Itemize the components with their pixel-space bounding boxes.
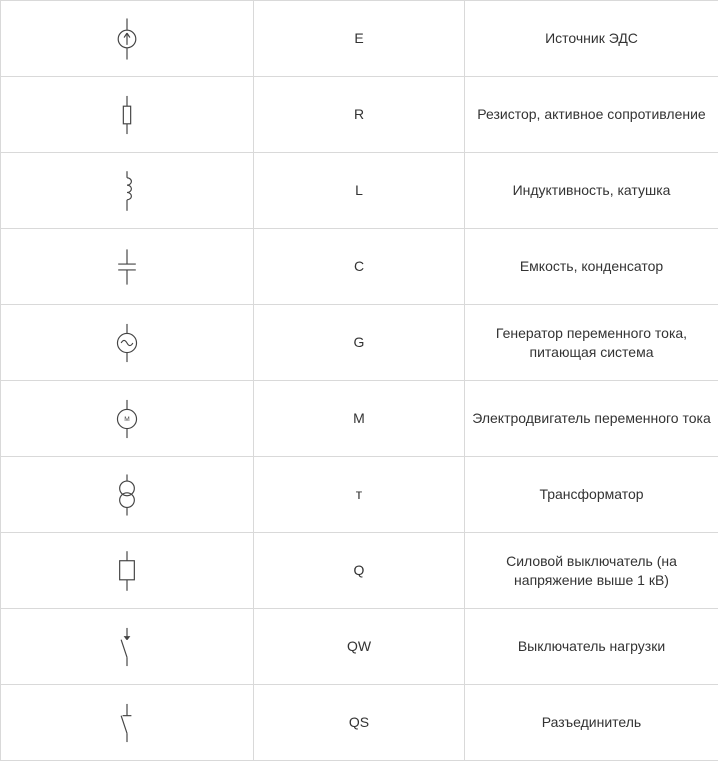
table-row: R Резистор, активное сопротивление [1, 77, 718, 153]
table-body: E Источник ЭДС R Резистор, активное сопр… [1, 1, 718, 761]
letter-cell: QW [254, 609, 465, 685]
letter-cell: т [254, 457, 465, 533]
description-cell: Выключатель нагрузки [465, 609, 718, 685]
capacitor-icon [105, 245, 149, 289]
letter-text: т [356, 486, 362, 502]
symbol-cell [1, 685, 254, 761]
letter-cell: C [254, 229, 465, 305]
electrical-symbols-table: E Источник ЭДС R Резистор, активное сопр… [0, 0, 718, 761]
letter-text: E [354, 30, 363, 46]
symbol-cell [1, 305, 254, 381]
table-row: E Источник ЭДС [1, 1, 718, 77]
letter-text: QW [347, 638, 371, 654]
load-switch-icon [105, 623, 149, 671]
symbol-cell [1, 77, 254, 153]
description-text: Емкость, конденсатор [520, 258, 663, 274]
letter-text: C [354, 258, 364, 274]
inductor-icon [105, 167, 149, 215]
symbol-cell [1, 153, 254, 229]
table-row: G Генератор переменного тока, питающая с… [1, 305, 718, 381]
symbol-cell: M [1, 381, 254, 457]
description-cell: Силовой выключатель (на напряжение выше … [465, 533, 718, 609]
description-text: Силовой выключатель (на напряжение выше … [506, 553, 677, 587]
table-row: C Емкость, конденсатор [1, 229, 718, 305]
svg-text:M: M [124, 416, 130, 423]
table-row: QS Разъединитель [1, 685, 718, 761]
description-cell: Емкость, конденсатор [465, 229, 718, 305]
circuit-breaker-icon [105, 547, 149, 595]
description-cell: Генератор переменного тока, питающая сис… [465, 305, 718, 381]
description-text: Источник ЭДС [545, 30, 638, 46]
letter-text: R [354, 106, 364, 122]
letter-cell: E [254, 1, 465, 77]
letter-cell: G [254, 305, 465, 381]
letter-cell: Q [254, 533, 465, 609]
description-cell: Электродвигатель переменного тока [465, 381, 718, 457]
ac-generator-icon [105, 321, 149, 365]
letter-cell: M [254, 381, 465, 457]
description-cell: Разъединитель [465, 685, 718, 761]
letter-text: Q [354, 562, 365, 578]
letter-cell: R [254, 77, 465, 153]
resistor-icon [105, 93, 149, 137]
symbol-cell [1, 533, 254, 609]
table-row: M M Электродвигатель переменного тока [1, 381, 718, 457]
description-cell: Индуктивность, катушка [465, 153, 718, 229]
letter-text: G [354, 334, 365, 350]
symbol-cell [1, 1, 254, 77]
table-row: Q Силовой выключатель (на напряжение выш… [1, 533, 718, 609]
description-cell: Трансформатор [465, 457, 718, 533]
table-row: QW Выключатель нагрузки [1, 609, 718, 685]
emf-source-icon [105, 17, 149, 61]
description-text: Резистор, активное сопротивление [477, 106, 705, 122]
letter-cell: QS [254, 685, 465, 761]
symbol-cell [1, 457, 254, 533]
transformer-icon [105, 469, 149, 521]
description-cell: Резистор, активное сопротивление [465, 77, 718, 153]
letter-cell: L [254, 153, 465, 229]
description-text: Генератор переменного тока, питающая сис… [496, 325, 687, 359]
letter-text: L [355, 182, 363, 198]
disconnector-icon [105, 699, 149, 747]
ac-motor-icon: M [105, 397, 149, 441]
table-row: L Индуктивность, катушка [1, 153, 718, 229]
description-cell: Источник ЭДС [465, 1, 718, 77]
description-text: Трансформатор [539, 486, 643, 502]
symbol-cell [1, 229, 254, 305]
description-text: Разъединитель [542, 714, 641, 730]
symbol-cell [1, 609, 254, 685]
letter-text: QS [349, 714, 369, 730]
description-text: Индуктивность, катушка [513, 182, 671, 198]
description-text: Электродвигатель переменного тока [472, 410, 710, 426]
description-text: Выключатель нагрузки [518, 638, 665, 654]
letter-text: M [353, 410, 365, 426]
table-row: т Трансформатор [1, 457, 718, 533]
